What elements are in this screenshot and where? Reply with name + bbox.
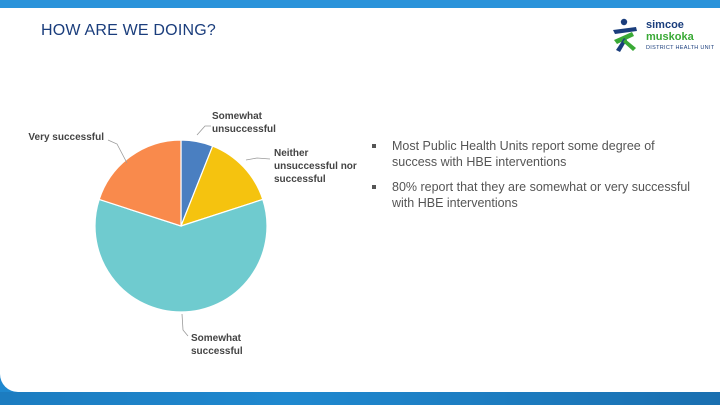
simcoe-muskoka-logo: simcoe muskoka DISTRICT HEALTH UNIT [610,18,714,58]
pie-label: Somewhat unsuccessful [212,111,276,135]
top-frame-stripe [0,0,720,8]
pie-slice-very-successful [98,139,182,227]
pie-label: Somewhat successful [191,333,243,357]
slide-canvas: HOW ARE WE DOING? simcoe muskoka DISTRIC… [0,8,720,392]
pie-label: Neither unsuccessful nor successful [274,148,357,185]
pie-leader-line [245,157,271,161]
bullet-text: 80% report that they are somewhat or ver… [392,180,691,210]
bullet-item: Most Public Health Units report some deg… [372,138,692,170]
logo-text-muskoka: muskoka [646,31,694,43]
logo-text-district: DISTRICT HEALTH UNIT [646,45,715,51]
pie-leader-line [196,125,211,136]
pie-leader-line [107,139,128,164]
pie-chart: Somewhat unsuccessful Neither unsuccessful … [28,111,357,357]
bullet-square-icon [372,144,376,148]
logo-text-simcoe: simcoe [646,19,684,31]
bullet-list: Most Public Health Units report some deg… [372,138,692,220]
slide-title: HOW ARE WE DOING? [41,22,216,39]
pie-label: Very successful [28,132,104,143]
bullet-square-icon [372,185,376,189]
bottom-frame-stripe [0,392,720,405]
pie-slice-somewhat-successful [94,198,268,313]
pie-leader-line [181,313,189,337]
logo-figure-icon [613,18,637,52]
bullet-text: Most Public Health Units report some deg… [392,139,655,169]
bullet-item: 80% report that they are somewhat or ver… [372,179,692,211]
